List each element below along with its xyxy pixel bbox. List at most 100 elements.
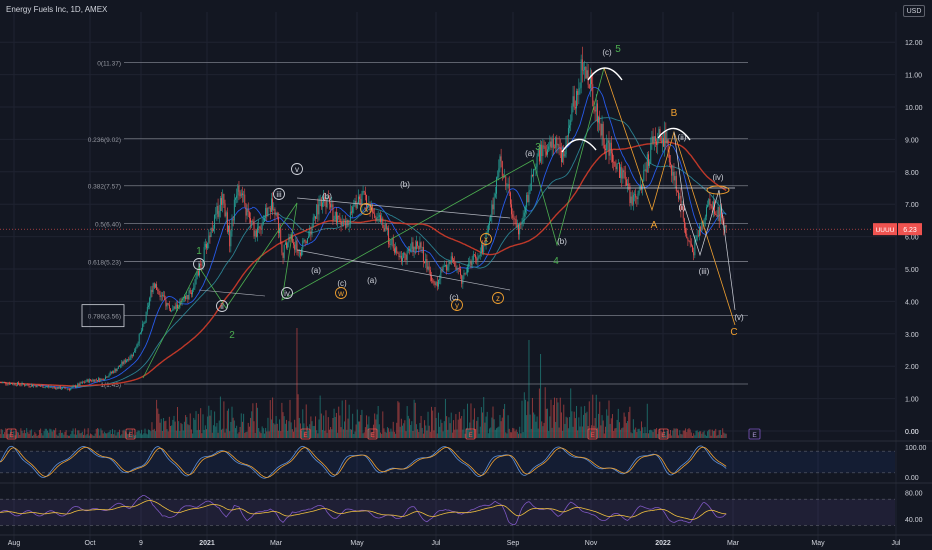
candle-body xyxy=(38,385,40,387)
candle-body xyxy=(493,196,495,210)
volume-bar xyxy=(454,429,456,438)
candle-body xyxy=(506,185,508,187)
volume-bar xyxy=(8,434,10,438)
candle-body xyxy=(647,154,649,166)
candle-body xyxy=(450,256,452,264)
candle-body xyxy=(589,75,591,89)
volume-bar xyxy=(14,435,16,438)
volume-bar xyxy=(683,430,685,438)
candle-body xyxy=(210,227,212,238)
candle-body xyxy=(525,207,526,213)
candle-body xyxy=(499,156,501,169)
volume-bar xyxy=(199,429,201,438)
volume-bar xyxy=(5,428,7,438)
volume-bar xyxy=(705,435,707,438)
candle-body xyxy=(114,369,116,373)
volume-bar xyxy=(694,435,696,438)
volume-bar xyxy=(218,420,220,438)
volume-bar xyxy=(100,428,102,438)
candle-body xyxy=(638,190,640,194)
candle-body xyxy=(621,167,623,179)
volume-bar xyxy=(389,431,391,438)
rsi-pane[interactable] xyxy=(0,494,895,526)
candle-body xyxy=(186,295,188,300)
candle-body xyxy=(316,204,318,219)
price-candles[interactable] xyxy=(0,46,727,392)
candle-body xyxy=(413,246,415,252)
candle-body xyxy=(42,385,44,388)
volume-bar xyxy=(122,430,124,438)
volume-bar xyxy=(722,428,724,438)
candle-body xyxy=(167,303,169,305)
candle-body xyxy=(485,232,487,246)
candle-body xyxy=(591,75,593,85)
volume-bar xyxy=(44,428,46,438)
volume-bar xyxy=(215,426,217,438)
volume-bar xyxy=(502,408,504,438)
candle-body xyxy=(122,361,124,364)
volume-bar xyxy=(620,429,622,438)
volume-bar xyxy=(308,430,310,438)
candle-body xyxy=(537,150,539,157)
candle-body xyxy=(627,183,629,186)
volume-bar xyxy=(186,417,188,438)
volume-bar xyxy=(489,428,491,438)
candle-body xyxy=(476,258,478,261)
wave-label-circle xyxy=(193,258,205,270)
candle-body xyxy=(657,138,659,145)
volume-bar xyxy=(37,435,39,438)
candle-body xyxy=(132,352,134,357)
candle-body xyxy=(543,145,545,147)
stochastic-pane[interactable] xyxy=(0,445,895,479)
candle-body xyxy=(48,386,50,388)
candle-body xyxy=(533,169,535,177)
volume-bar xyxy=(35,433,37,438)
volume-bar xyxy=(66,435,68,438)
volume-bar xyxy=(59,430,61,438)
volume-bar xyxy=(366,415,368,438)
candle-body xyxy=(138,334,140,344)
rsi-axis-tick: 40.00 xyxy=(905,517,923,524)
volume-bar xyxy=(67,435,69,438)
volume-bar xyxy=(292,431,294,438)
candle-body xyxy=(592,84,594,107)
candle-body xyxy=(269,207,271,212)
volume-bar xyxy=(544,387,546,438)
volume-bar xyxy=(154,431,156,438)
volume-bar xyxy=(229,431,231,438)
volume-bar xyxy=(632,419,634,438)
volume-bar xyxy=(622,427,624,438)
fib-highlight-box xyxy=(81,304,125,328)
candle-body xyxy=(259,226,261,229)
earnings-label: E xyxy=(9,432,14,439)
candle-body xyxy=(617,162,619,164)
volume-bar xyxy=(85,435,87,438)
volume-bar xyxy=(602,420,604,438)
volume-bar xyxy=(701,433,703,438)
candle-body xyxy=(411,242,413,249)
wave-label: x xyxy=(364,205,368,214)
candle-body xyxy=(311,226,313,235)
fib-label: 0.786(3.56) xyxy=(88,314,121,321)
candle-body xyxy=(317,204,319,215)
volume-bar xyxy=(456,429,458,438)
candle-body xyxy=(434,283,436,285)
candle-body xyxy=(660,135,662,143)
candle-body xyxy=(708,198,710,206)
currency-button[interactable]: USD xyxy=(903,5,925,17)
volume-bar xyxy=(696,430,698,438)
volume-bar xyxy=(298,417,300,438)
volume-bar xyxy=(11,428,13,438)
candle-body xyxy=(332,204,334,221)
volume-bar xyxy=(29,430,31,438)
volume-bar xyxy=(425,425,427,438)
volume-bar xyxy=(576,405,578,438)
volume-bar xyxy=(495,428,497,438)
volume-bar xyxy=(57,435,59,438)
volume-bar xyxy=(431,406,433,438)
volume-bar xyxy=(462,429,464,438)
candle-body xyxy=(87,379,89,383)
candle-body xyxy=(668,154,670,163)
candle-body xyxy=(319,198,321,200)
